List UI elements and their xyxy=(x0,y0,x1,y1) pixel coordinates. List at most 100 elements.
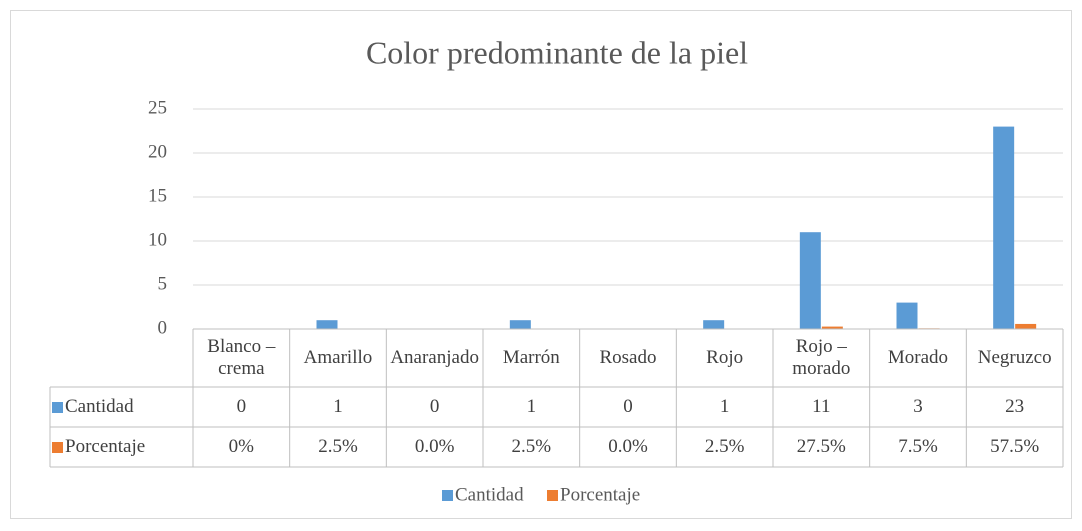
x-tick-label-text: Morado xyxy=(888,347,948,369)
table-row-label-box: Porcentaje xyxy=(50,427,193,467)
legend-key xyxy=(52,442,63,453)
table-value: 0 xyxy=(580,387,677,427)
x-tick-label: Rojo – morado xyxy=(773,329,870,387)
table-value-box: 3 xyxy=(870,387,967,427)
table-value: 7.5% xyxy=(870,427,967,467)
y-tick-label: 25 xyxy=(148,97,167,118)
x-tick-label-box: Blanco – crema xyxy=(193,329,290,387)
table-value: 1 xyxy=(290,387,387,427)
table-value-text: 57.5% xyxy=(990,436,1039,458)
x-tick-label-box: Amarillo xyxy=(290,329,387,387)
table-value-box: 1 xyxy=(483,387,580,427)
table-row-label: Porcentaje xyxy=(50,427,193,467)
x-tick-label: Amarillo xyxy=(290,329,387,387)
table-value-text: 1 xyxy=(333,396,343,418)
table-row-label-box: Cantidad xyxy=(50,387,193,427)
x-tick-label-text: Amarillo xyxy=(304,347,373,369)
table-value: 3 xyxy=(870,387,967,427)
bar xyxy=(510,320,531,329)
table-value-text: 7.5% xyxy=(898,436,938,458)
legend-key xyxy=(442,490,453,501)
x-tick-label-box: Negruzco xyxy=(966,329,1063,387)
table-value: 57.5% xyxy=(966,427,1063,467)
table-value-box: 0 xyxy=(386,387,483,427)
x-tick-label-text: Blanco – crema xyxy=(195,336,288,380)
x-tick-label: Negruzco xyxy=(966,329,1063,387)
table-value-text: 0.0% xyxy=(415,436,455,458)
table-value: 0 xyxy=(193,387,290,427)
x-tick-label: Anaranjado xyxy=(386,329,483,387)
legend-label: Cantidad xyxy=(455,484,524,505)
x-tick-label: Morado xyxy=(870,329,967,387)
table-value-text: 2.5% xyxy=(318,436,358,458)
x-tick-label-text: Marrón xyxy=(503,347,560,369)
x-tick-label-text: Anaranjado xyxy=(390,347,479,369)
x-tick-label-box: Rosado xyxy=(580,329,677,387)
table-value: 0 xyxy=(386,387,483,427)
table-value: 11 xyxy=(773,387,870,427)
table-value-text: 1 xyxy=(527,396,537,418)
table-value-box: 0.0% xyxy=(580,427,677,467)
x-tick-label: Marrón xyxy=(483,329,580,387)
table-value-box: 7.5% xyxy=(870,427,967,467)
chart-title: Color predominante de la piel xyxy=(366,34,748,70)
table-value: 1 xyxy=(676,387,773,427)
table-value-box: 1 xyxy=(676,387,773,427)
table-value: 0% xyxy=(193,427,290,467)
table-value-text: 0 xyxy=(623,396,633,418)
x-tick-label-box: Rojo – morado xyxy=(773,329,870,387)
y-tick-label: 20 xyxy=(148,141,167,162)
table-value-text: 0% xyxy=(229,436,254,458)
x-tick-label-box: Anaranjado xyxy=(386,329,483,387)
table-value-text: 2.5% xyxy=(705,436,745,458)
table-value-text: 1 xyxy=(720,396,730,418)
table-value: 2.5% xyxy=(290,427,387,467)
table-value-text: 2.5% xyxy=(512,436,552,458)
y-tick-label: 5 xyxy=(158,273,168,294)
x-tick-label: Rojo xyxy=(676,329,773,387)
y-tick-label: 0 xyxy=(158,317,168,338)
legend-label: Porcentaje xyxy=(560,484,640,505)
table-value: 0.0% xyxy=(580,427,677,467)
table-row-label-text: Cantidad xyxy=(65,396,134,418)
x-tick-label: Rosado xyxy=(580,329,677,387)
table-value-box: 2.5% xyxy=(483,427,580,467)
bar xyxy=(993,127,1014,329)
x-tick-label-text: Negruzco xyxy=(978,347,1052,369)
bar xyxy=(317,320,338,329)
x-tick-label-box: Morado xyxy=(870,329,967,387)
table-value: 27.5% xyxy=(773,427,870,467)
legend-key xyxy=(52,402,63,413)
table-value-box: 2.5% xyxy=(676,427,773,467)
x-tick-label-text: Rojo xyxy=(706,347,743,369)
x-tick-label: Blanco – crema xyxy=(193,329,290,387)
bar xyxy=(897,303,918,329)
table-row-label-text: Porcentaje xyxy=(65,436,145,458)
table-value-text: 27.5% xyxy=(797,436,846,458)
legend-key xyxy=(547,490,558,501)
table-value-text: 3 xyxy=(913,396,923,418)
y-tick-label: 10 xyxy=(148,229,167,250)
table-value: 0.0% xyxy=(386,427,483,467)
table-value-text: 0 xyxy=(430,396,440,418)
x-tick-label-text: Rojo – morado xyxy=(775,336,868,380)
table-value-box: 0% xyxy=(193,427,290,467)
table-value-box: 0 xyxy=(193,387,290,427)
x-tick-label-box: Marrón xyxy=(483,329,580,387)
table-value-box: 2.5% xyxy=(290,427,387,467)
table-value-box: 57.5% xyxy=(966,427,1063,467)
table-value-text: 0.0% xyxy=(608,436,648,458)
table-value-box: 23 xyxy=(966,387,1063,427)
table-value-box: 11 xyxy=(773,387,870,427)
table-value-box: 1 xyxy=(290,387,387,427)
x-tick-label-text: Rosado xyxy=(599,347,656,369)
table-value-box: 27.5% xyxy=(773,427,870,467)
table-row-label: Cantidad xyxy=(50,387,193,427)
table-value: 2.5% xyxy=(483,427,580,467)
table-value-text: 23 xyxy=(1005,396,1024,418)
table-value: 2.5% xyxy=(676,427,773,467)
table-value: 1 xyxy=(483,387,580,427)
bar xyxy=(800,232,821,329)
table-value: 23 xyxy=(966,387,1063,427)
